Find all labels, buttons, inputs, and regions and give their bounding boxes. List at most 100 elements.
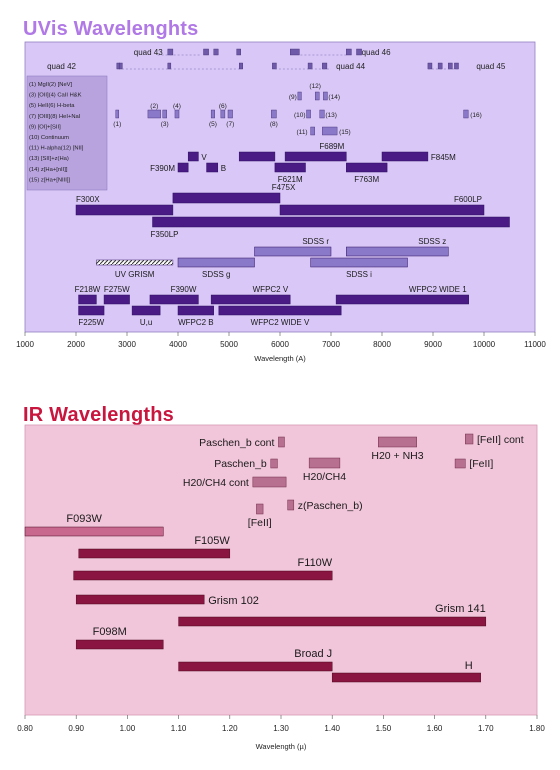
ir-line-marker [454,458,466,469]
quad-filter-bar [427,62,433,70]
ir-line-label: [FeII] [469,458,493,470]
line-filter-label: (7) [226,121,234,128]
x-axis-label: Wavelength (A) [254,354,306,363]
legend-line: (3) [OII](4) CaII H&K [29,93,82,99]
line-filter-label: (1) [113,121,121,128]
filter-bar [254,246,332,257]
uvis-legend-box [26,75,108,191]
line-filter-bar [297,91,302,101]
x-axis-tick-label: 2000 [67,340,85,349]
line-filter-bar [306,109,311,119]
quad-filter-bar [167,62,172,70]
ir-x-axis-tick-label: 1.60 [427,724,443,733]
ir-filter-bar [75,594,205,605]
quad-label: quad 44 [336,62,365,71]
quad-filter-bar [236,48,241,56]
ir-line-marker [465,433,474,445]
filter-bar [238,151,276,162]
ir-filter-label: F105W [194,535,230,547]
line-filter-label: (13) [325,112,337,119]
quad-filter-bar [307,62,313,70]
filter-bar [279,204,485,216]
filter-label: F350LP [151,230,179,239]
ir-x-axis-tick-label: 1.80 [529,724,545,733]
filter-label: F218W [75,285,101,294]
quad-label: quad 45 [476,62,505,71]
ir-filter-label: Grism 141 [435,603,486,615]
x-axis-tick-label: 4000 [169,340,187,349]
filter-label: F475X [272,183,296,192]
legend-line: (10) Continuum [29,135,69,141]
x-axis-tick-label: 8000 [373,340,391,349]
legend-line: (13) [SII]+z(Ha) [29,156,69,162]
quad-filter-bar [272,62,277,70]
ir-line-label: H20/CH4 cont [183,477,249,489]
line-filter-label: (10) [294,112,306,119]
x-axis-tick-label: 3000 [118,340,136,349]
ir-line-marker [378,436,417,448]
x-axis-tick-label: 10000 [473,340,496,349]
ir-section-title: IR Wavelengths [23,404,174,426]
quad-filter-bar [356,48,362,56]
filter-label: F689M [319,142,344,151]
filter-bar [152,216,510,228]
ir-filter-bar [78,548,231,559]
filter-bar [206,162,219,173]
line-filter-label: (8) [270,121,278,128]
ir-x-axis-tick-label: 0.90 [68,724,84,733]
uvis-section-title: UVis Wavelenghts [23,18,199,40]
filter-bar [335,294,469,305]
ir-x-axis-label: Wavelength (µ) [256,742,307,751]
filter-bar [187,151,199,162]
quad-filter-bar [238,62,243,70]
filter-bar [274,162,306,173]
line-filter-bar [174,109,180,119]
ir-filter-label: F093W [66,513,102,525]
quad-filter-bar [346,48,352,56]
line-filter-bar [314,91,320,101]
quad-filter-bar [454,62,459,70]
filter-label: F621M [278,175,303,184]
ir-line-marker [308,457,341,469]
ir-x-axis-tick-label: 1.00 [120,724,136,733]
ir-line-marker [256,503,264,515]
filter-bar [103,294,130,305]
ir-filter-label: F110W [298,557,333,569]
x-axis-tick-label: 6000 [271,340,289,349]
ir-filter-bar [73,570,333,581]
filter-bar [310,257,408,268]
legend-line: (15) z[Ha+[NIII]] [29,177,70,183]
ir-line-label: [FeII] [248,517,272,529]
x-axis-tick-label: 9000 [424,340,442,349]
ir-filter-label: F098M [93,626,127,638]
filter-label: UV GRISM [115,270,155,279]
filter-label: V [201,153,207,162]
quad-filter-bar [437,62,443,70]
ir-line-marker [278,436,285,448]
line-filter-label: (5) [209,121,217,128]
ir-line-label: H20/CH4 [303,471,346,483]
ir-line-label: H20 + NH3 [371,450,423,462]
line-filter-label: (2) [150,103,158,110]
filter-bar [78,305,105,316]
line-filter-label: (15) [339,129,351,136]
legend-line: (5) HeII(6) H-beta [29,103,75,109]
filter-bar [346,246,449,257]
legend-line: (7) [OIII](8) HeI+NaI [29,114,81,120]
x-axis-tick-label: 7000 [322,340,340,349]
filter-bar [218,305,342,316]
ir-x-axis-tick-label: 1.20 [222,724,238,733]
quad-filter-bar [213,48,219,56]
ir-x-axis-tick-label: 1.50 [376,724,392,733]
filter-label: F300X [76,195,100,204]
filter-bar [96,259,174,266]
quad-filter-bar [203,48,209,56]
line-filter-bar [319,109,325,119]
ir-x-axis-tick-label: 1.10 [171,724,187,733]
ir-filter-bar [331,672,481,683]
uvis-chart: quad 43 quad 46 quad 42 quad 44 quad 45 (1) M… [16,41,546,363]
x-axis-tick-label: 5000 [220,340,238,349]
filter-bar [75,204,174,216]
line-filter-bar [115,109,119,119]
filter-label: SDSS g [202,270,230,279]
